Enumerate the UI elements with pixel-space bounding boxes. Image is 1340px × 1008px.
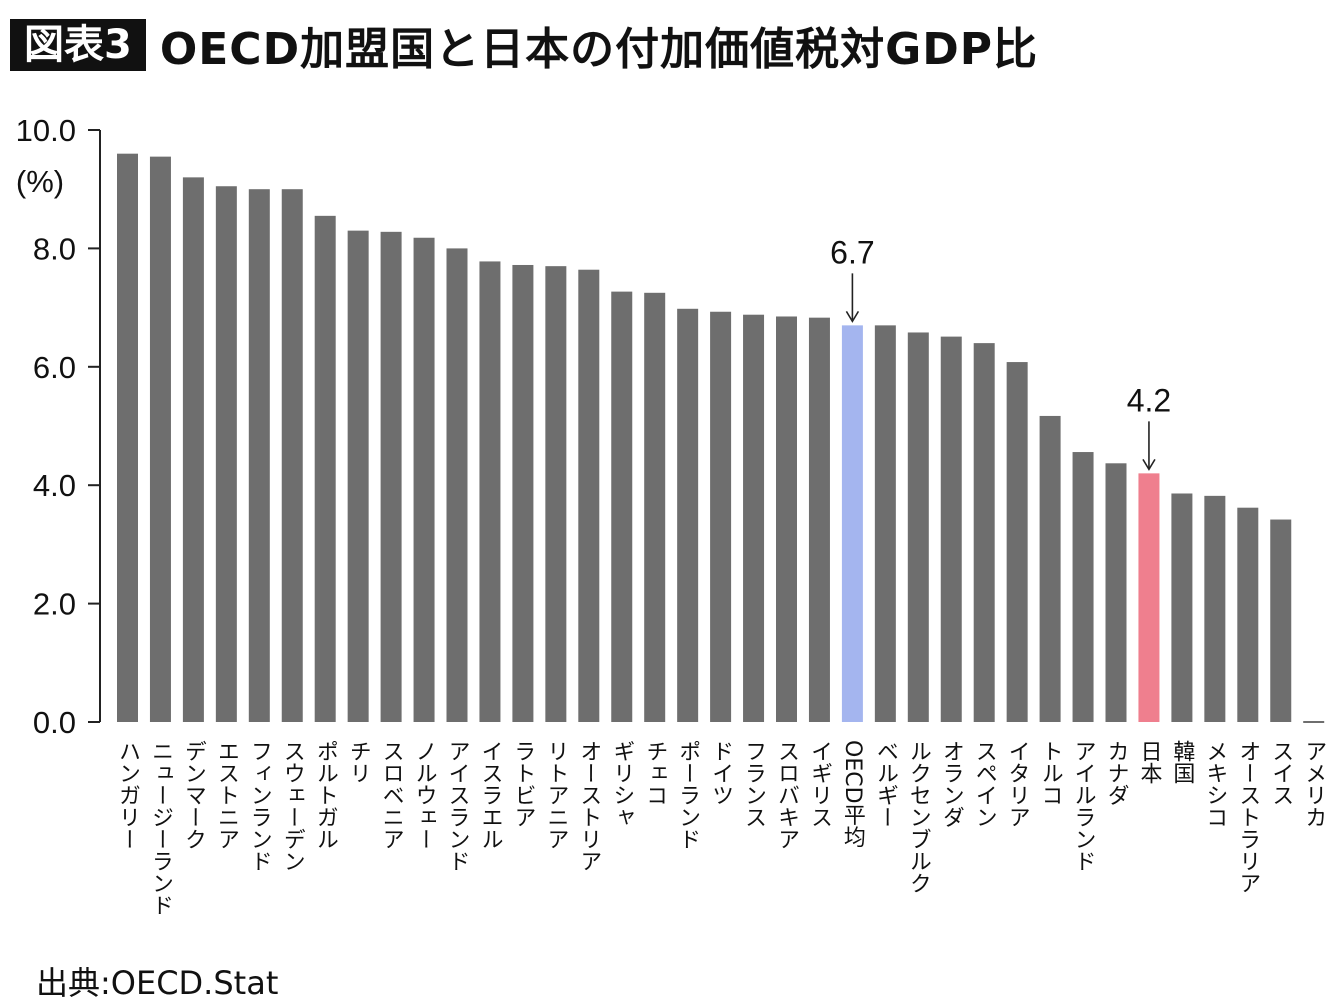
category-label: オランダ xyxy=(939,740,964,828)
bar xyxy=(973,343,995,722)
bar xyxy=(545,266,567,722)
y-axis-unit: (%) xyxy=(16,164,64,199)
bar xyxy=(314,215,336,722)
annotation-arrowhead xyxy=(1142,458,1156,471)
category-label: ルクセンブルク xyxy=(906,740,931,894)
category-label: リトアニア xyxy=(543,740,568,850)
category-label: アイルランド xyxy=(1071,740,1096,872)
bar xyxy=(149,156,171,722)
bar xyxy=(413,237,435,722)
title-bar: 図表3 OECD加盟国と日本の付加価値税対GDP比 xyxy=(10,12,1038,78)
bar xyxy=(644,292,666,722)
category-label: アメリカ xyxy=(1301,740,1326,828)
y-tick-label: 0.0 xyxy=(33,705,76,740)
category-label: オーストリア xyxy=(576,740,601,872)
category-label: イギリス xyxy=(807,740,832,828)
category-label: ベルギー xyxy=(873,740,898,828)
category-label: OECD平均 xyxy=(840,740,866,848)
category-label: アイスランド xyxy=(445,740,470,872)
category-label: デンマーク xyxy=(181,740,206,850)
bar xyxy=(1006,362,1028,722)
category-label: 日本 xyxy=(1136,740,1162,784)
category-label: スウェーデン xyxy=(280,740,305,872)
category-label: ニュージーランド xyxy=(148,740,173,916)
bar xyxy=(1039,415,1061,722)
category-label: カナダ xyxy=(1104,740,1129,806)
bar xyxy=(1204,495,1226,722)
bar xyxy=(874,325,896,722)
category-label: フィンランド xyxy=(247,740,272,872)
category-label: スペイン xyxy=(972,740,997,828)
y-tick-label: 10.0 xyxy=(16,113,76,148)
y-tick-label: 2.0 xyxy=(33,587,76,622)
category-label: イスラエル xyxy=(477,740,502,850)
category-label: ドイツ xyxy=(708,740,733,806)
source-note: 出典:OECD.Stat xyxy=(36,964,279,1002)
category-label: トルコ xyxy=(1038,740,1063,806)
y-tick-label: 8.0 xyxy=(33,231,76,266)
bar xyxy=(446,248,468,722)
category-label: ポーランド xyxy=(675,740,700,850)
bar xyxy=(281,189,303,722)
bar xyxy=(841,325,863,722)
bar xyxy=(248,189,270,722)
category-label: スロベニア xyxy=(379,740,404,850)
category-label: スロバキア xyxy=(774,740,799,850)
bar xyxy=(380,231,402,722)
category-label: オーストラリア xyxy=(1235,740,1260,894)
bar xyxy=(512,264,534,722)
category-label: ラトビア xyxy=(510,740,535,828)
bar-chart: 0.0 2.0 4.0 6.0 8.0 10.0 (%) ハンガリー ニュージーランド デンマーク… xyxy=(16,113,1327,916)
category-label: チリ xyxy=(346,740,371,784)
bar xyxy=(1105,463,1127,722)
bar xyxy=(808,317,830,722)
category-label: イタリア xyxy=(1005,740,1030,828)
y-tick-label: 6.0 xyxy=(33,350,76,385)
bar xyxy=(1237,507,1259,722)
bar xyxy=(743,314,765,722)
category-label: スイス xyxy=(1268,740,1293,806)
bar xyxy=(215,186,237,723)
bar xyxy=(907,332,929,722)
bar xyxy=(1138,473,1160,722)
category-label: エストニア xyxy=(214,740,239,850)
bar xyxy=(611,291,633,722)
data-label: 6.7 xyxy=(830,234,874,270)
bar xyxy=(940,336,962,722)
category-label: チェコ xyxy=(642,740,667,806)
category-label: フランス xyxy=(741,740,766,828)
category-label: ノルウェー xyxy=(412,740,437,850)
bar xyxy=(182,177,204,723)
bar xyxy=(117,153,138,722)
bar xyxy=(1171,493,1193,722)
figure-label: 図表3 xyxy=(10,19,146,71)
category-label: ポルトガル xyxy=(313,740,338,850)
bar xyxy=(1270,519,1292,722)
bar xyxy=(347,230,369,722)
bar xyxy=(1072,452,1094,722)
category-label: メキシコ xyxy=(1202,740,1227,828)
chart-title: OECD加盟国と日本の付加価値税対GDP比 xyxy=(159,24,1039,75)
annotation-arrowhead xyxy=(845,310,860,323)
bar xyxy=(677,308,699,722)
category-label: ハンガリー xyxy=(115,740,140,850)
category-label: ギリシャ xyxy=(609,740,634,828)
bar xyxy=(776,316,797,722)
data-label: 4.2 xyxy=(1127,382,1171,418)
category-label: 韓国 xyxy=(1169,740,1195,784)
bar xyxy=(578,269,600,722)
bar xyxy=(479,261,501,722)
y-tick-label: 4.0 xyxy=(33,468,76,503)
bar xyxy=(710,311,732,722)
